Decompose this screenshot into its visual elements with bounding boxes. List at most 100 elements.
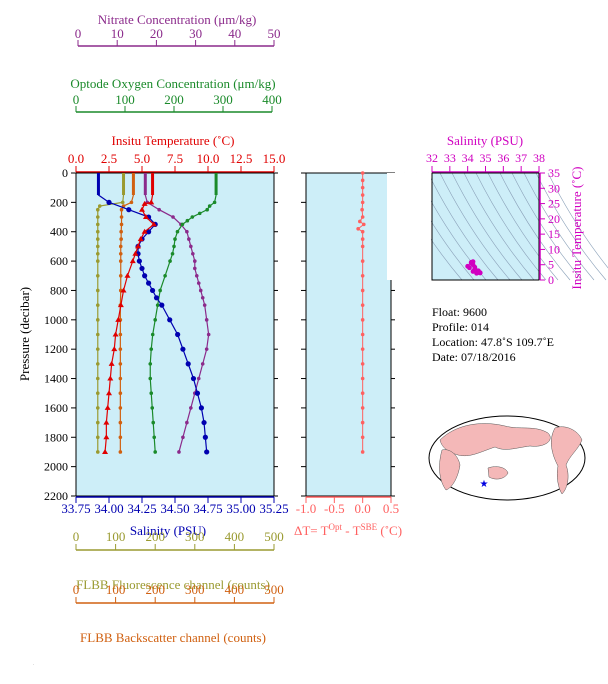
salinity-point: [190, 375, 197, 382]
fluorescence-point: [95, 215, 100, 219]
fluorescence-point: [95, 318, 100, 322]
oxygen-point: [175, 229, 180, 234]
oxygen-point: [212, 200, 217, 205]
nitrate-point: [189, 244, 193, 249]
temperature-point: [129, 258, 136, 264]
nitrate-point: [187, 237, 191, 241]
salinity-tick-label: 35.25: [259, 501, 288, 516]
temperature-tick-label: 5.0: [134, 151, 150, 166]
fluorescence-point: [120, 200, 125, 205]
float-label: Float: 9600: [432, 305, 487, 319]
salinity-tick-label: 34.75: [193, 501, 222, 516]
backscatter-point: [119, 229, 123, 234]
inset-contour: [439, 172, 511, 281]
delta-point: [360, 450, 365, 454]
nitrate-point: [206, 332, 211, 337]
oxygen-point: [170, 251, 175, 256]
temperature-point: [111, 346, 118, 352]
delta-plot-area: [305, 172, 392, 497]
temperature-tick-label: 2.5: [101, 151, 117, 166]
oxygen-point: [172, 244, 176, 249]
inset-contour: [427, 172, 499, 281]
inset-contour: [487, 172, 559, 281]
oxygen-tick-label: 300: [213, 92, 233, 107]
backscatter-tick-label: 0: [73, 582, 80, 597]
backscatter-tick-label: 100: [106, 582, 126, 597]
delta-point: [360, 435, 365, 440]
temperature-point: [124, 272, 131, 278]
temperature-point: [102, 448, 109, 454]
temperature-point: [104, 404, 111, 410]
backscatter-point: [118, 251, 123, 256]
backscatter-point: [118, 391, 123, 396]
pressure-tick-label: 200: [50, 195, 68, 209]
fluorescence-point: [95, 376, 100, 381]
fluorescence-tick-label: 500: [264, 529, 284, 544]
fluorescence-point: [95, 273, 100, 278]
oxygen-tick-label: 0: [73, 92, 80, 107]
pressure-axis: 0 200 400 600 800 1000 1200 1400 1600 1800 2000 220…: [44, 166, 395, 503]
inset-y-tick-label: 20: [548, 212, 560, 226]
delta-point: [356, 226, 360, 231]
delta-axis-title: ΔT= TOpt - TSBE (˚C): [294, 522, 402, 538]
pressure-tick-label: 2000: [44, 460, 68, 474]
temperature-tick-label: 0.0: [68, 151, 84, 166]
inset-y-tick-label: 15: [548, 227, 560, 241]
salinity-point: [175, 331, 181, 338]
nitrate-point: [196, 281, 201, 285]
nitrate-point: [189, 406, 193, 410]
fluorescence-axis-title: FLBB Fluorescence channel (counts): [76, 577, 270, 592]
date-label: Date: 07/18/2016: [432, 350, 516, 364]
delta-point: [360, 420, 365, 425]
salinity-point: [139, 265, 145, 272]
oxygen-tick-label: 200: [164, 92, 184, 107]
oxygen-point: [149, 347, 154, 351]
salinity-tick-label: 34.25: [127, 501, 156, 516]
inset-points: [465, 259, 483, 276]
location-label: Location: 47.8˚S 109.7˚E: [432, 335, 554, 349]
temperature-point: [115, 316, 122, 322]
delta-point: [360, 288, 365, 293]
fluorescence-point: [95, 237, 100, 241]
backscatter-tick-label: 200: [145, 582, 165, 597]
backscatter-point: [118, 420, 123, 425]
backscatter-point: [118, 362, 123, 366]
temperature-point: [120, 287, 127, 293]
fluorescence-point: [95, 450, 100, 454]
backscatter-point: [119, 215, 124, 219]
fluorescence-tick-label: 200: [145, 529, 165, 544]
delta-point: [360, 207, 364, 212]
oxygen-point: [205, 207, 209, 212]
salinity-point: [194, 390, 201, 396]
temperature-point: [112, 331, 119, 337]
nitrate-point: [204, 318, 209, 322]
inset-x-tick-label: 32: [426, 151, 438, 165]
backscatter-point: [118, 435, 123, 440]
temperature-point: [139, 206, 145, 212]
temperature-point: [137, 236, 144, 242]
temperature-point: [103, 434, 110, 440]
delta-point: [360, 303, 365, 307]
inset-y-tick-label: 30: [548, 181, 560, 195]
inset-x-tick-label: 35: [480, 151, 492, 165]
nitrate-tick-label: 10: [111, 26, 124, 41]
delta-point: [360, 259, 365, 263]
salinity-point: [146, 229, 152, 235]
inset-point: [470, 259, 476, 265]
inset-contour: [535, 172, 607, 281]
delta-point: [360, 273, 365, 278]
oxygen-axis-title: Optode Oxygen Concentration (μm/kg): [70, 76, 275, 91]
inset-y-tick-label: 0: [548, 273, 554, 287]
inset-x-tick-label: 34: [462, 151, 474, 165]
pressure-tick-label: 2200: [44, 489, 68, 503]
backscatter-point: [118, 406, 123, 410]
salinity-tick-label: 34.50: [160, 501, 189, 516]
pressure-tick-label: 0: [62, 166, 68, 180]
salinity-tick-label: 33.75: [61, 501, 90, 516]
temperature-point: [107, 375, 114, 381]
temperature-point: [141, 228, 148, 234]
fluorescence-point: [95, 332, 100, 337]
oxygen-point: [150, 332, 155, 337]
